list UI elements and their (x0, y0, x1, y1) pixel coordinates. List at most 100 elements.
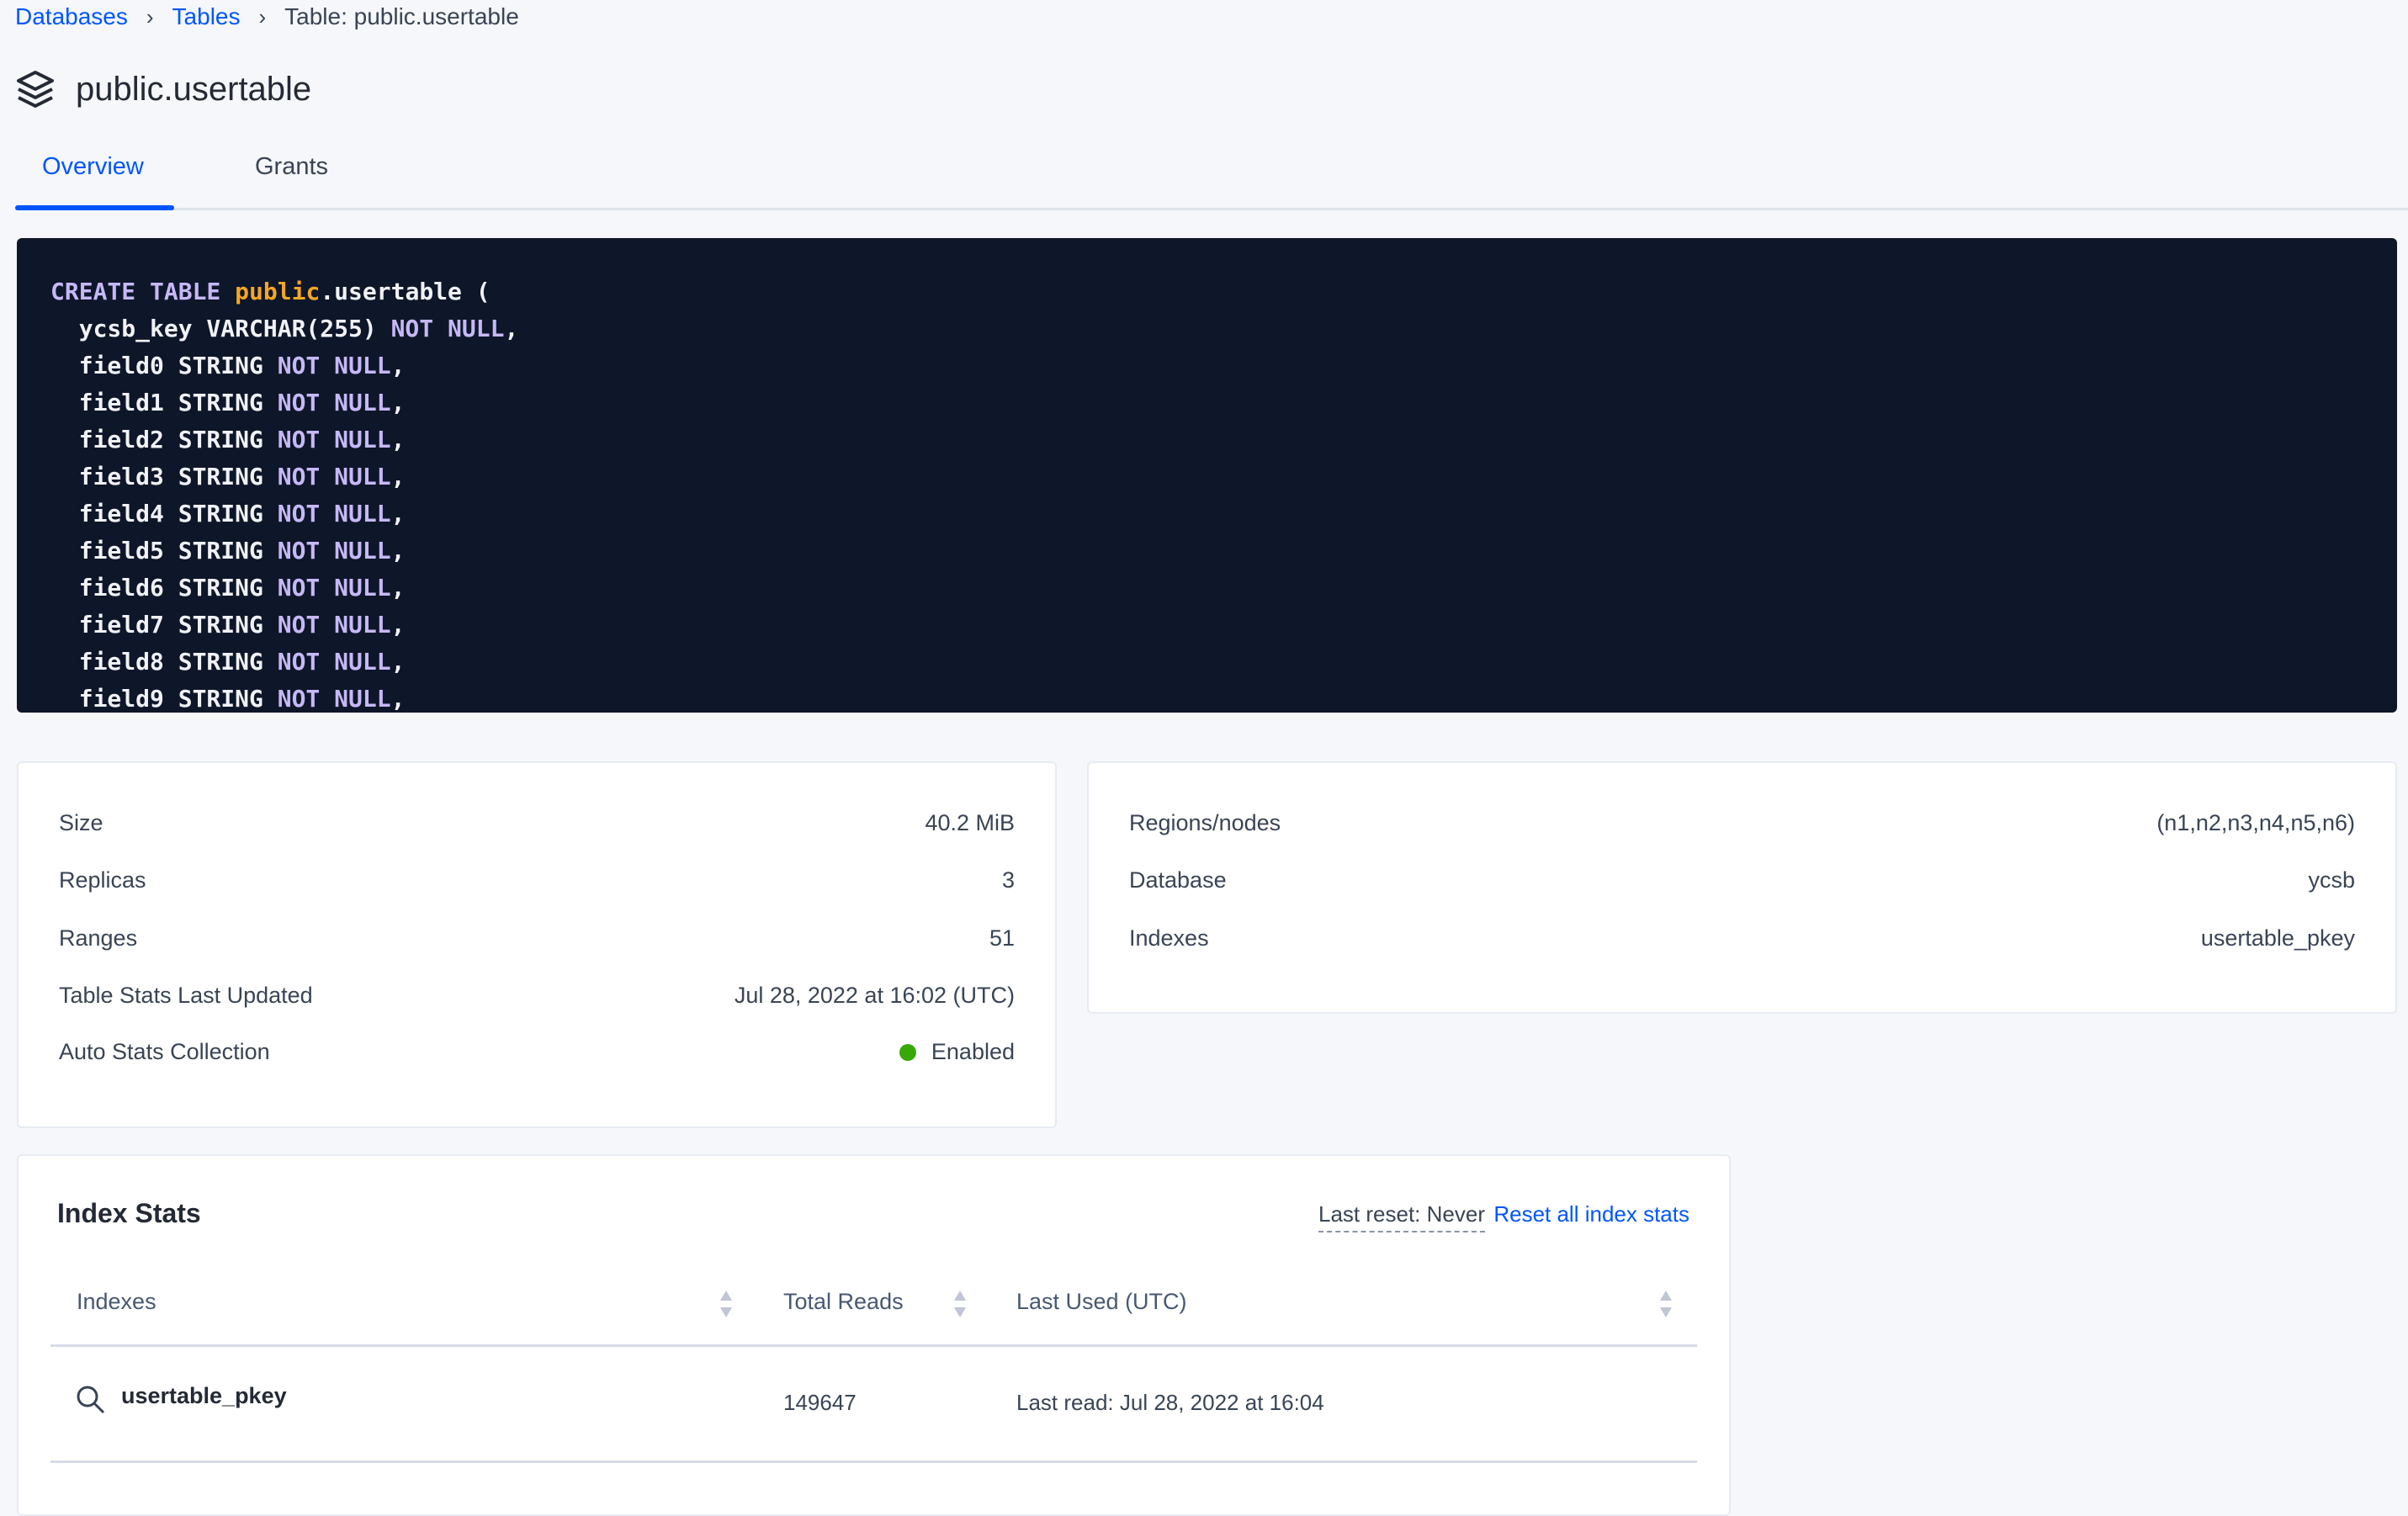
column-header-last-used[interactable]: Last Used (UTC) (1016, 1289, 1187, 1314)
stat-last-updated: Table Stats Last Updated Jul 28, 2022 at … (59, 983, 1015, 1009)
total-reads-cell: 149647 (783, 1390, 857, 1415)
status-badge: Enabled (931, 1039, 1015, 1064)
code-token: , (390, 574, 406, 602)
info-value: usertable_pkey (2200, 925, 2355, 951)
code-token: NOT NULL (277, 648, 391, 676)
code-token: field6 STRING (50, 574, 278, 602)
code-token: field9 STRING (50, 685, 278, 713)
column-header-indexes[interactable]: Indexes (77, 1289, 156, 1314)
code-line: field1 STRING NOT NULL, (50, 384, 2397, 421)
tab-grants[interactable]: Grants (255, 153, 329, 180)
info-label: Database (1129, 867, 1227, 893)
stat-ranges: Ranges 51 (59, 925, 1015, 951)
code-line: field8 STRING NOT NULL, (50, 644, 2397, 681)
code-token: , (390, 426, 406, 453)
last-used-cell: Last read: Jul 28, 2022 at 16:04 (1016, 1390, 1324, 1415)
code-token: , (390, 500, 406, 527)
code-token: field0 STRING (50, 352, 278, 379)
tab-overview[interactable]: Overview (42, 153, 144, 180)
code-token: NOT NULL (277, 463, 391, 490)
stat-label: Auto Stats Collection (59, 1039, 270, 1064)
stat-label: Table Stats Last Updated (59, 983, 313, 1008)
code-token: field2 STRING (50, 426, 278, 453)
code-token: public (235, 278, 321, 305)
info-database: Database ycsb (1129, 867, 2355, 893)
code-token: field1 STRING (50, 389, 278, 416)
sort-icon[interactable] (720, 1291, 732, 1317)
table-stats-card: Size 40.2 MiB Replicas 3 Ranges 51 Table St… (17, 761, 1057, 1128)
code-token: field3 STRING (50, 463, 278, 490)
table-row: usertable_pkey 149647 Last read: Jul 28,… (50, 1346, 1697, 1461)
header-divider (50, 1344, 1697, 1347)
column-header-total-reads[interactable]: Total Reads (783, 1289, 904, 1314)
code-token: , (390, 611, 406, 639)
code-line: field7 STRING NOT NULL, (50, 607, 2397, 644)
info-label: Indexes (1129, 925, 1209, 951)
info-label: Regions/nodes (1129, 810, 1281, 835)
search-icon (77, 1386, 105, 1414)
code-line: field6 STRING NOT NULL, (50, 570, 2397, 607)
code-token: CREATE TABLE (50, 278, 236, 305)
stat-value: 3 (1001, 867, 1015, 893)
code-token: field8 STRING (50, 648, 278, 676)
code-token: NOT NULL (277, 352, 391, 379)
code-token: NOT NULL (277, 537, 391, 565)
code-line: field4 STRING NOT NULL, (50, 496, 2397, 533)
stat-label: Ranges (59, 925, 138, 951)
sort-icon[interactable] (1660, 1291, 1672, 1317)
code-token: NOT NULL (277, 685, 391, 713)
code-line: field2 STRING NOT NULL, (50, 421, 2397, 459)
stat-value: 51 (989, 925, 1015, 951)
code-line: field0 STRING NOT NULL, (50, 347, 2397, 384)
index-stats-card (17, 1154, 1731, 1516)
stat-value: 40.2 MiB (925, 810, 1015, 835)
code-line: field5 STRING NOT NULL, (50, 533, 2397, 570)
code-token: .usertable ( (320, 278, 491, 305)
stat-label: Size (59, 810, 103, 835)
code-token: field5 STRING (50, 537, 278, 565)
breadcrumb-tables[interactable]: Tables (172, 3, 241, 29)
row-divider (50, 1460, 1697, 1463)
info-value: (n1,n2,n3,n4,n5,n6) (2156, 810, 2355, 835)
chevron-right-icon: › (258, 3, 267, 29)
code-line: ycsb_key VARCHAR(255) NOT NULL, (50, 310, 2397, 347)
page-title: public.usertable (76, 70, 312, 108)
code-token: field4 STRING (50, 500, 278, 527)
status-dot-icon (899, 1044, 916, 1061)
reset-index-stats-link[interactable]: Reset all index stats (1493, 1201, 1689, 1227)
stat-label: Replicas (59, 867, 146, 893)
code-token: , (390, 352, 406, 379)
info-value: ycsb (2308, 867, 2355, 893)
code-token: NOT NULL (390, 315, 505, 342)
table-info-card: Regions/nodes (n1,n2,n3,n4,n5,n6) Databas… (1087, 761, 2397, 1014)
info-regions: Regions/nodes (n1,n2,n3,n4,n5,n6) (1129, 810, 2355, 836)
stat-value: Jul 28, 2022 at 16:02 (UTC) (734, 983, 1015, 1008)
code-line: field9 STRING NOT NULL, (50, 681, 2397, 713)
breadcrumb-current: Table: public.usertable (284, 3, 519, 29)
code-line: field3 STRING NOT NULL, (50, 459, 2397, 496)
code-token: , (390, 389, 406, 416)
stat-replicas: Replicas 3 (59, 867, 1015, 893)
code-token: NOT NULL (277, 574, 391, 602)
sort-icon[interactable] (954, 1291, 966, 1317)
stat-auto-stats: Auto Stats Collection Enabled (59, 1039, 1015, 1065)
active-tab-indicator (15, 205, 174, 210)
code-token: , (504, 315, 519, 342)
breadcrumb-databases[interactable]: Databases (15, 3, 128, 29)
stack-icon (17, 71, 54, 108)
stat-size: Size 40.2 MiB (59, 810, 1015, 836)
code-token: , (390, 463, 406, 490)
code-token: , (390, 648, 406, 676)
tab-bar: Overview Grants (15, 153, 2408, 210)
code-token: NOT NULL (277, 426, 391, 453)
code-token: NOT NULL (277, 611, 391, 639)
code-line: CREATE TABLE public.usertable ( (50, 273, 2397, 310)
code-token: NOT NULL (277, 389, 391, 416)
create-statement-code: CREATE TABLE public.usertable ( ycsb_key… (17, 238, 2397, 713)
info-indexes: Indexes usertable_pkey (1129, 925, 2355, 951)
last-reset-label: Last reset: Never (1318, 1201, 1485, 1232)
code-token: ycsb_key VARCHAR(255) (50, 315, 391, 342)
index-name-link[interactable]: usertable_pkey (121, 1383, 287, 1408)
code-token: , (390, 537, 406, 565)
code-token: NOT NULL (277, 500, 391, 527)
